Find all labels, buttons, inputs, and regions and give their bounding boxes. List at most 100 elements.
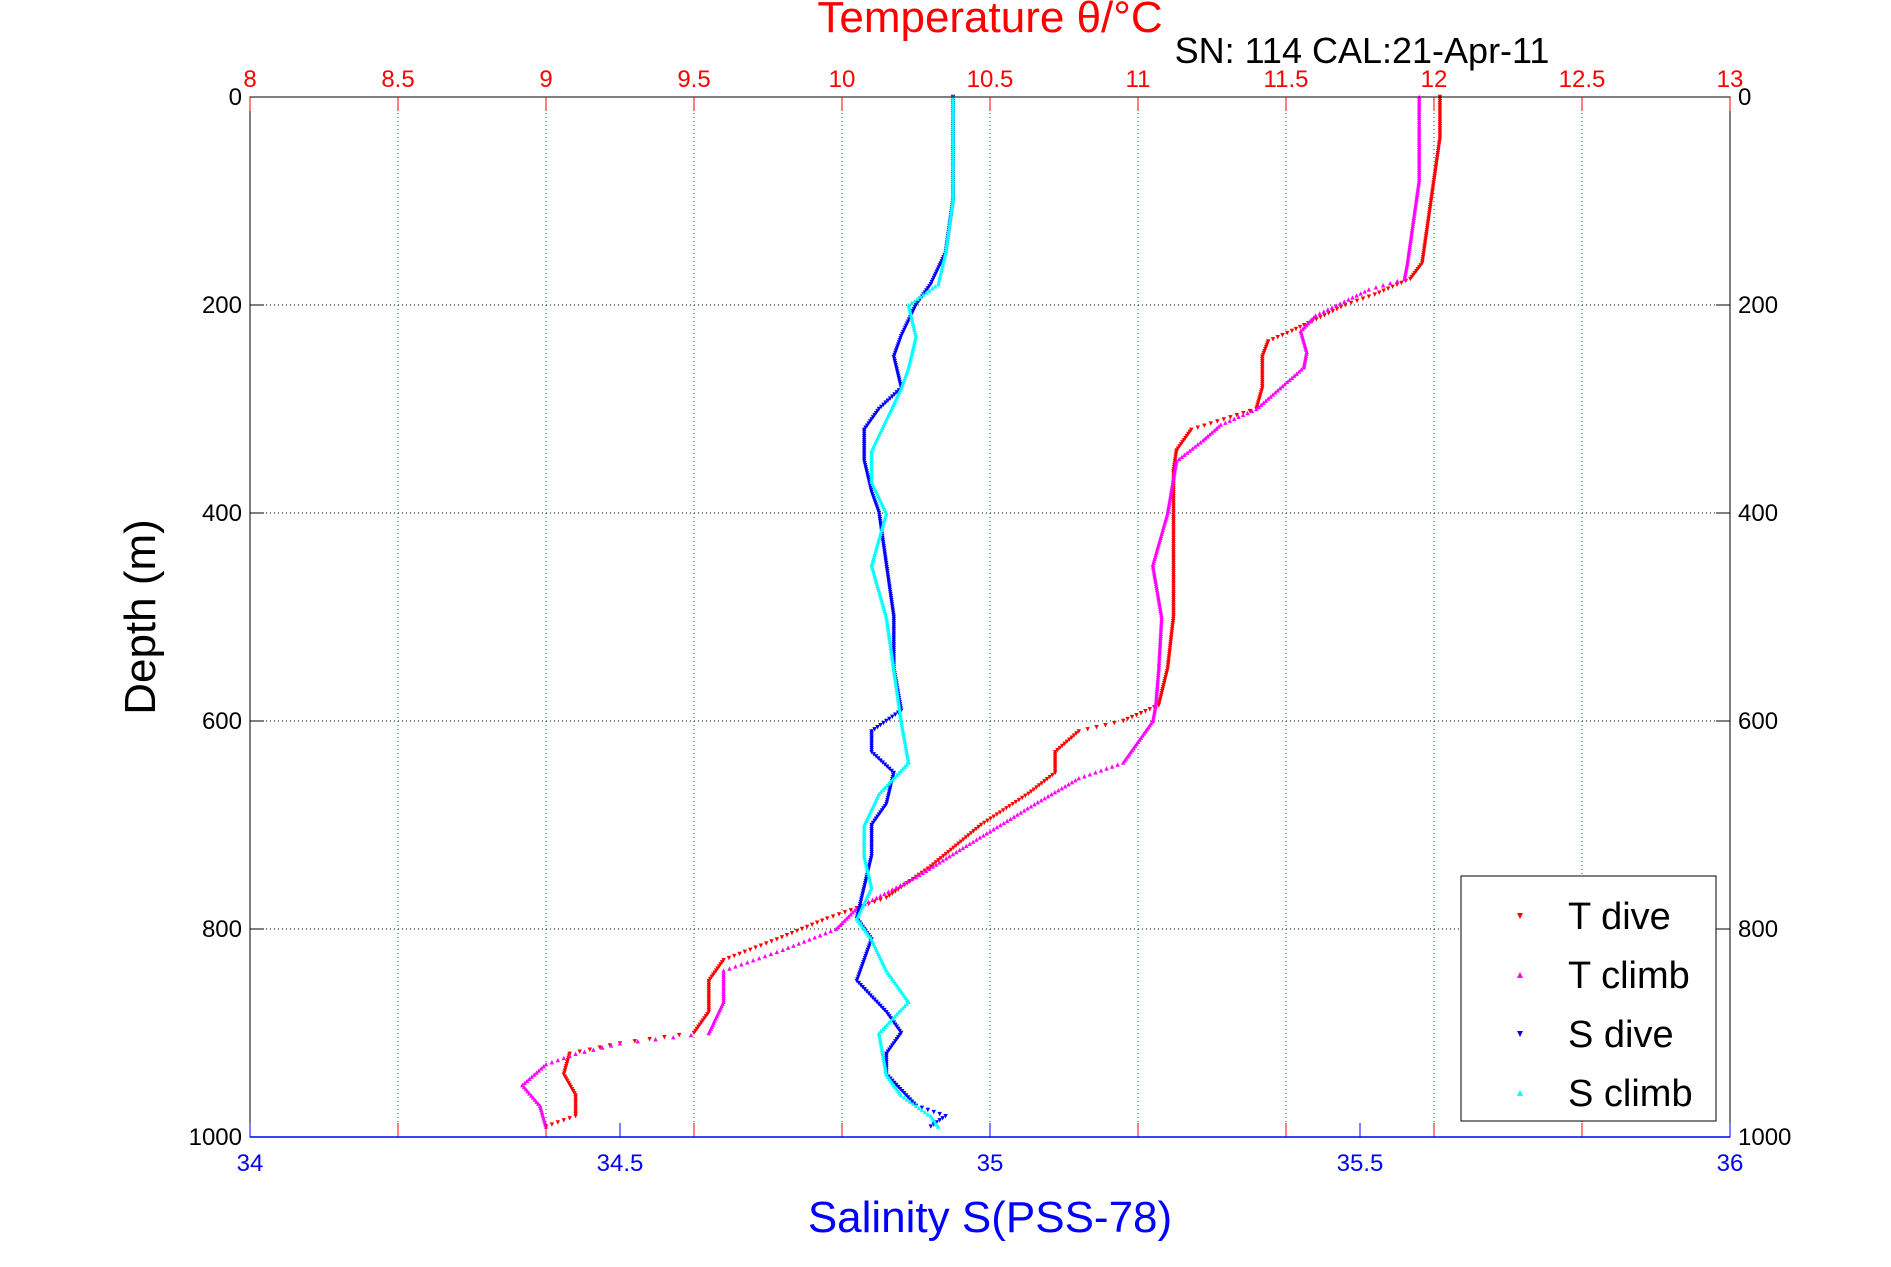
data-point bbox=[903, 745, 909, 751]
data-point bbox=[1412, 209, 1417, 214]
data-point bbox=[1413, 200, 1419, 206]
data-point bbox=[1406, 252, 1411, 258]
data-point bbox=[987, 829, 993, 834]
data-point bbox=[884, 895, 889, 900]
data-point bbox=[522, 1080, 527, 1086]
data-point bbox=[1045, 794, 1051, 799]
data-point bbox=[880, 1053, 886, 1059]
data-point bbox=[951, 845, 956, 851]
data-point bbox=[888, 643, 893, 649]
data-point bbox=[898, 716, 904, 722]
data-point bbox=[943, 856, 949, 861]
data-point bbox=[1212, 428, 1217, 433]
data-point bbox=[591, 1047, 596, 1052]
data-point bbox=[1019, 795, 1025, 801]
top-tick-label: 13 bbox=[1717, 66, 1744, 93]
data-point bbox=[1121, 760, 1126, 765]
data-point bbox=[1297, 324, 1303, 330]
data-point bbox=[925, 1111, 931, 1117]
data-point bbox=[764, 941, 769, 946]
data-point bbox=[878, 758, 883, 763]
data-point bbox=[985, 818, 990, 824]
data-point bbox=[1343, 302, 1348, 308]
data-point bbox=[924, 290, 929, 295]
data-point bbox=[1195, 442, 1200, 447]
data-point bbox=[971, 829, 976, 834]
data-point bbox=[1170, 479, 1176, 484]
data-point bbox=[1066, 782, 1071, 787]
data-point bbox=[887, 893, 892, 898]
data-point bbox=[1380, 283, 1386, 288]
data-point bbox=[887, 716, 892, 722]
data-point bbox=[1138, 711, 1144, 716]
data-point bbox=[901, 735, 907, 740]
data-point bbox=[527, 1091, 532, 1096]
data-point bbox=[1035, 800, 1041, 805]
data-point bbox=[1346, 297, 1351, 302]
data-point bbox=[1263, 398, 1269, 403]
data-point bbox=[1173, 462, 1178, 468]
data-point bbox=[1299, 367, 1304, 372]
data-point bbox=[1157, 643, 1163, 649]
data-point bbox=[950, 200, 955, 206]
data-point bbox=[1154, 587, 1160, 593]
data-point bbox=[1214, 426, 1219, 431]
data-point bbox=[1156, 660, 1162, 665]
y-tick-label-right: 400 bbox=[1738, 500, 1778, 527]
y-tick-label-right: 600 bbox=[1738, 708, 1778, 735]
data-point bbox=[1408, 236, 1414, 241]
data-point bbox=[892, 675, 898, 680]
data-point bbox=[1157, 656, 1162, 661]
data-point bbox=[1411, 219, 1416, 224]
data-point bbox=[1302, 361, 1307, 366]
data-point bbox=[1330, 309, 1335, 314]
data-point bbox=[1153, 703, 1158, 708]
data-point bbox=[1168, 494, 1173, 499]
top-tick-label: 12.5 bbox=[1559, 66, 1606, 93]
data-point bbox=[1155, 685, 1160, 690]
data-point bbox=[904, 762, 909, 767]
data-point bbox=[1273, 390, 1278, 395]
data-point bbox=[1334, 306, 1340, 312]
data-point bbox=[1152, 709, 1157, 714]
data-point bbox=[896, 700, 901, 705]
data-point bbox=[814, 920, 820, 925]
y-tick-label-right: 1000 bbox=[1738, 1124, 1791, 1151]
data-point bbox=[529, 1093, 534, 1098]
data-point bbox=[1406, 248, 1412, 254]
data-point bbox=[1360, 296, 1366, 301]
data-point bbox=[742, 949, 748, 955]
data-point bbox=[937, 860, 942, 865]
data-point bbox=[958, 839, 964, 844]
data-point bbox=[756, 955, 762, 961]
data-point bbox=[1318, 315, 1323, 320]
data-point bbox=[1413, 205, 1418, 210]
data-point bbox=[900, 729, 906, 734]
data-point bbox=[1414, 192, 1420, 197]
data-point bbox=[848, 908, 854, 913]
data-point bbox=[1147, 707, 1153, 712]
data-point bbox=[946, 227, 952, 233]
data-point bbox=[1342, 299, 1347, 304]
data-point bbox=[879, 404, 884, 410]
data-point bbox=[956, 841, 961, 846]
data-point bbox=[1190, 446, 1195, 451]
data-point bbox=[937, 1118, 942, 1123]
data-point bbox=[1395, 278, 1400, 284]
data-point bbox=[1159, 623, 1164, 628]
data-point bbox=[1152, 707, 1158, 712]
data-point bbox=[1403, 270, 1408, 276]
data-point bbox=[1414, 194, 1420, 200]
data-point bbox=[930, 864, 935, 869]
data-point bbox=[632, 1039, 637, 1044]
data-point bbox=[1167, 498, 1172, 503]
data-point bbox=[1168, 490, 1174, 495]
data-point bbox=[1154, 687, 1160, 692]
data-point bbox=[943, 1114, 948, 1119]
legend: T dive T climb S dive S climb bbox=[1460, 875, 1717, 1122]
data-point bbox=[1417, 178, 1422, 183]
data-point bbox=[881, 720, 886, 726]
data-point bbox=[587, 1047, 593, 1052]
